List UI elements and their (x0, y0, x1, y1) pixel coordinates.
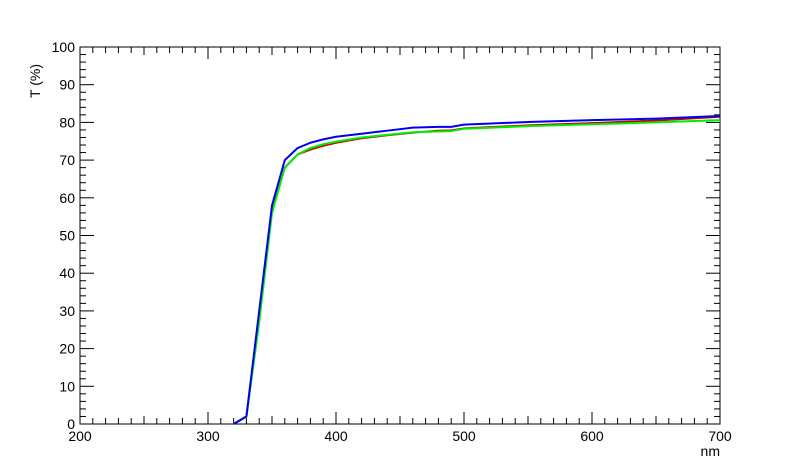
x-tick-label: 700 (708, 428, 732, 444)
y-tick-label: 0 (67, 416, 75, 432)
plot-frame-layer (79, 46, 721, 425)
y-tick-label: 100 (52, 39, 76, 55)
series-line-2 (233, 119, 721, 425)
y-tick-label: 20 (59, 341, 75, 357)
series-line-1 (233, 115, 721, 425)
y-tick-label: 10 (59, 378, 75, 394)
y-tick-label: 60 (59, 190, 75, 206)
x-tick-label: 500 (452, 428, 476, 444)
plot-frame (79, 46, 721, 425)
axis-ticks-layer (79, 46, 721, 425)
y-tick-label: 50 (59, 228, 75, 244)
y-tick-label: 30 (59, 303, 75, 319)
x-tick-label: 400 (324, 428, 348, 444)
y-tick-label: 40 (59, 265, 75, 281)
y-tick-label: 80 (59, 114, 75, 130)
series-line-3 (233, 114, 721, 425)
y-axis-title: T (%) (27, 64, 43, 98)
x-tick-label: 600 (580, 428, 604, 444)
series-layer (233, 114, 721, 425)
y-tick-label: 70 (59, 152, 75, 168)
x-tick-label: 200 (68, 428, 92, 444)
tick-labels-layer: 200 300 400 500 600 700 0 10 20 30 40 50 60 70 80 90 100 (52, 39, 732, 444)
y-tick-label: 90 (59, 77, 75, 93)
x-axis-title: nm (701, 443, 720, 459)
x-tick-label: 300 (196, 428, 220, 444)
